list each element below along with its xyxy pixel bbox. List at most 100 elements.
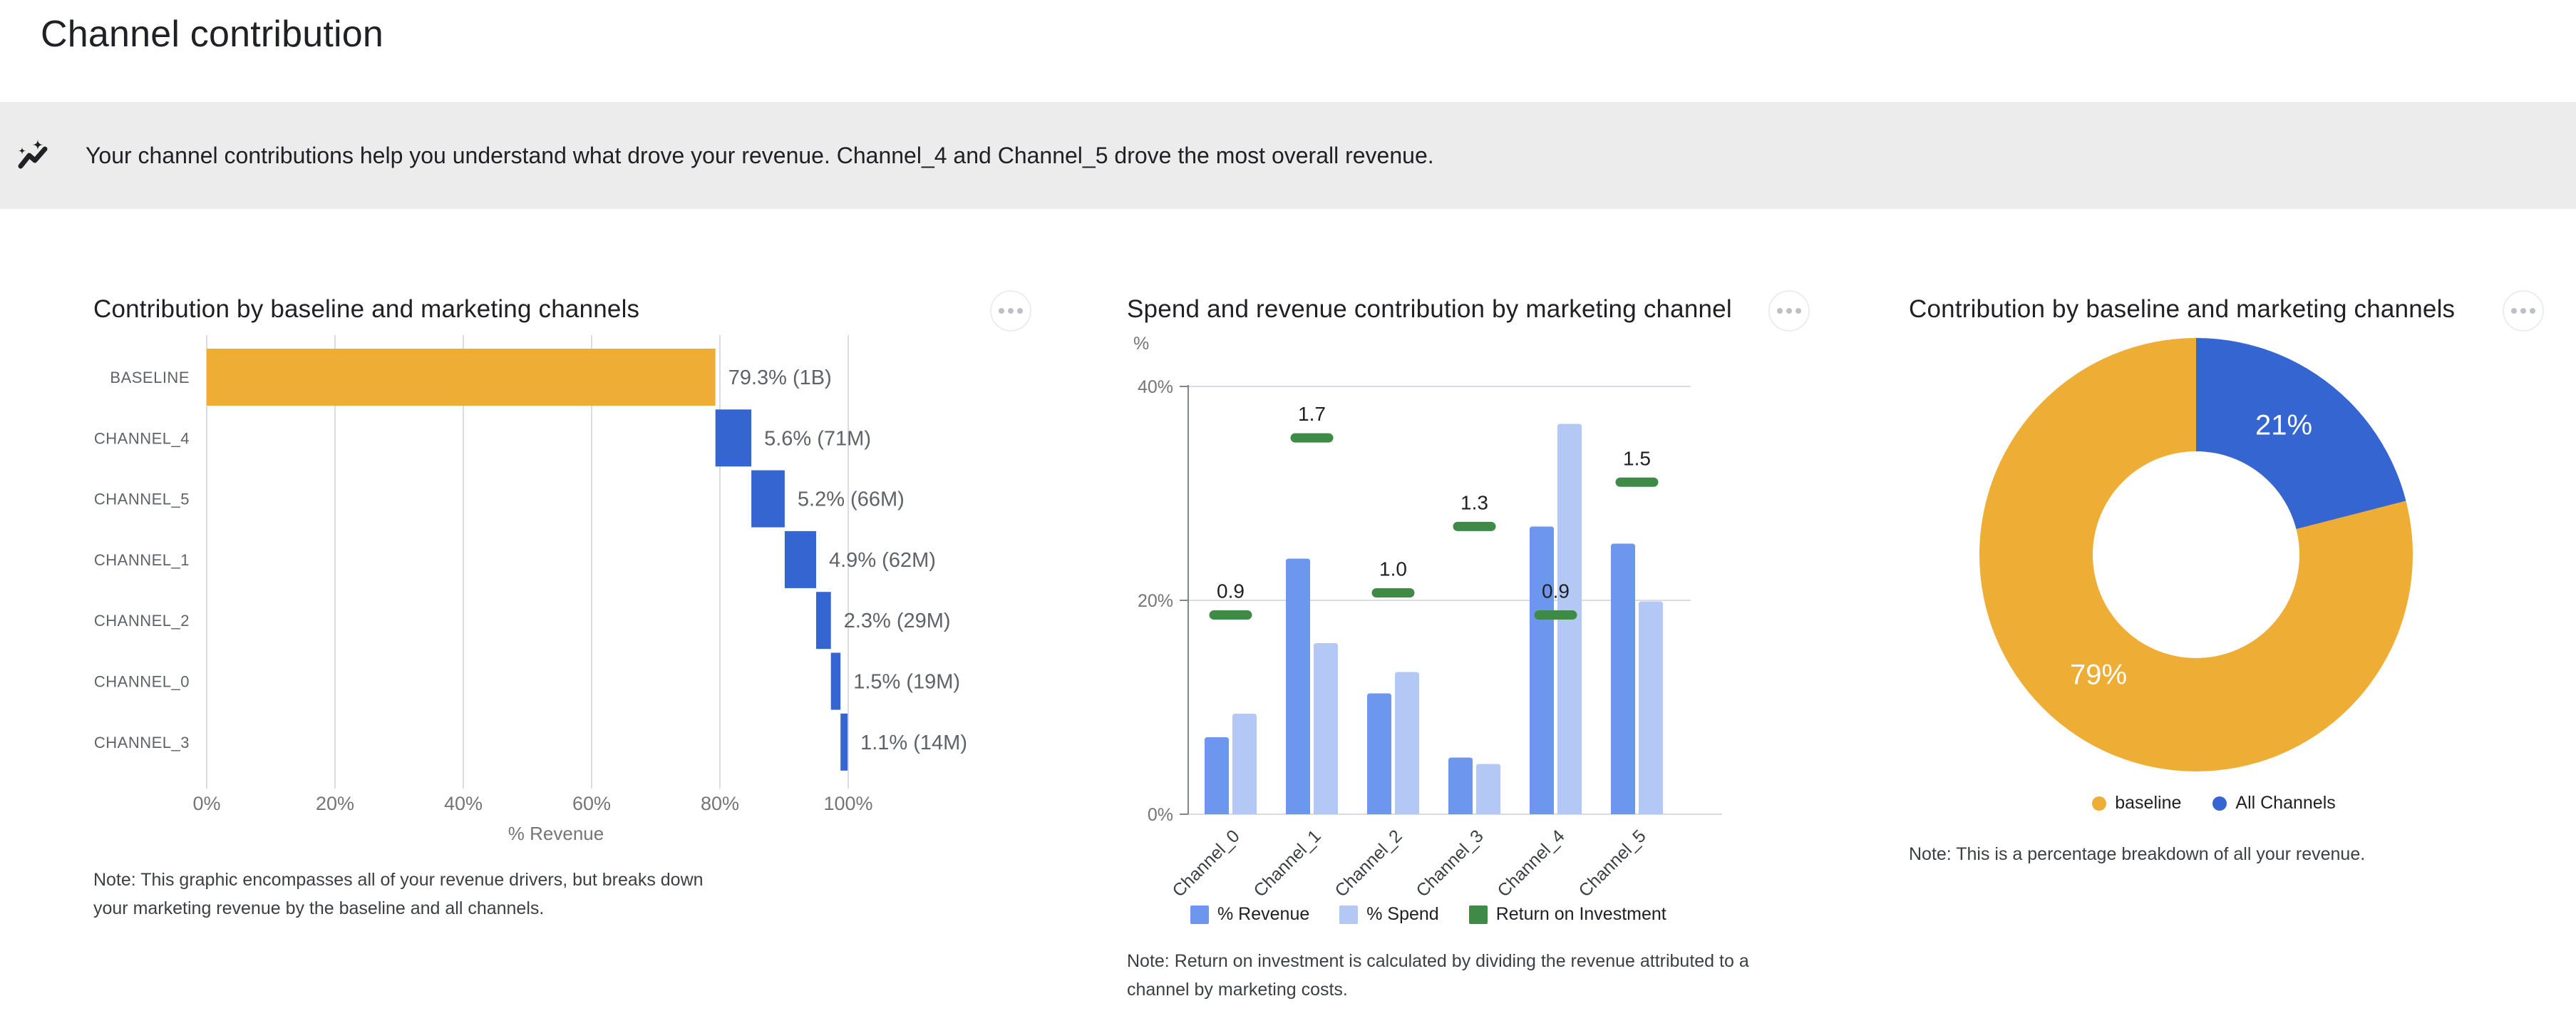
revenue-bar <box>1611 543 1635 814</box>
value-label: 4.9% (62M) <box>829 549 936 572</box>
legend-item-revenue: % Revenue <box>1190 904 1309 925</box>
x-tick-label: 0% <box>192 793 220 814</box>
spend-swatch-icon <box>1339 905 1359 924</box>
roi-value-label: 1.0 <box>1379 558 1407 580</box>
x-tick-label: Channel_1 <box>1250 826 1324 898</box>
legend-label: All Channels <box>2235 793 2336 813</box>
roi-value-label: 0.9 <box>1217 580 1245 602</box>
roi-marker <box>1209 610 1252 620</box>
x-tick-label: Channel_2 <box>1331 826 1406 898</box>
donut-legend: baseline All Channels <box>1909 793 2519 814</box>
y-axis-title: % <box>1133 334 1149 354</box>
roi-value-label: 1.3 <box>1460 491 1488 513</box>
x-tick-label: Channel_5 <box>1575 826 1649 898</box>
x-tick-label: 80% <box>701 793 739 814</box>
roi-marker <box>1371 588 1415 597</box>
value-label: 1.5% (19M) <box>853 671 960 694</box>
y-tick-label: 20% <box>1138 591 1173 611</box>
legend-label: % Revenue <box>1217 904 1310 924</box>
value-label: 5.6% (71M) <box>764 427 871 450</box>
spend-bar <box>1314 643 1338 814</box>
revenue-bar <box>1205 737 1229 814</box>
waterfall-bar <box>816 592 831 650</box>
legend-label: baseline <box>2115 793 2182 813</box>
roi-marker <box>1290 433 1334 443</box>
donut-more-options-button[interactable] <box>2503 290 2544 332</box>
x-tick-label: 100% <box>823 793 872 814</box>
x-tick-label: 20% <box>316 793 354 814</box>
category-label: CHANNEL_5 <box>94 491 190 508</box>
donut-slice-label-all-channels: 21% <box>2255 409 2313 441</box>
revenue-bar <box>1367 693 1391 814</box>
more-options-icon <box>999 308 1004 314</box>
value-label: 79.3% (1B) <box>728 366 832 389</box>
spend-revenue-chart-title: Spend and revenue contribution by market… <box>1127 295 1732 323</box>
spend-bar <box>1395 672 1419 814</box>
revenue-bar <box>1286 558 1310 814</box>
category-label: CHANNEL_2 <box>94 612 190 630</box>
page-title: Channel contribution <box>41 14 383 55</box>
legend-item-all-channels: All Channels <box>2212 793 2336 814</box>
value-label: 1.1% (14M) <box>860 732 967 754</box>
more-options-icon <box>2511 308 2517 314</box>
revenue-bar <box>1530 526 1554 814</box>
waterfall-chart: 0% 20% 40% 60% 80% 100% BASELINE 79.3% (1B) CHAN… <box>94 335 967 844</box>
x-tick-label: Channel_4 <box>1493 826 1568 898</box>
all-channels-swatch-icon <box>2212 796 2227 811</box>
roi-marker <box>1534 610 1577 620</box>
category-label: CHANNEL_1 <box>94 551 190 569</box>
insight-text: Your channel contributions help you unde… <box>86 142 1434 168</box>
y-tick-label: 0% <box>1148 805 1173 825</box>
donut-chart-note: Note: This is a percentage breakdown of … <box>1909 844 2366 864</box>
x-tick-label: 60% <box>572 793 611 814</box>
waterfall-bar <box>715 409 752 467</box>
x-tick-label: Channel_0 <box>1168 826 1243 898</box>
category-label: CHANNEL_3 <box>94 734 190 751</box>
value-label: 5.2% (66M) <box>798 488 905 511</box>
x-axis-title: % Revenue <box>508 823 604 844</box>
donut-slice-label-baseline: 79% <box>2069 659 2128 691</box>
waterfall-bar <box>840 713 848 771</box>
waterfall-bar <box>830 652 841 710</box>
waterfall-bar <box>784 530 816 588</box>
category-label: CHANNEL_0 <box>94 673 190 691</box>
waterfall-chart-note: Note: This graphic encompasses all of yo… <box>93 870 704 918</box>
donut-chart-title: Contribution by baseline and marketing c… <box>1909 295 2456 323</box>
revenue-bar <box>1448 757 1473 814</box>
spend-revenue-chart-note: Note: Return on investment is calculated… <box>1127 951 1749 1000</box>
x-tick-label: 40% <box>444 793 483 814</box>
legend-item-baseline: baseline <box>2092 793 2181 814</box>
auto-graph-icon <box>16 138 50 173</box>
roi-swatch-icon <box>1468 905 1488 924</box>
roi-value-label: 0.9 <box>1542 580 1570 602</box>
waterfall-chart-title: Contribution by baseline and marketing c… <box>93 295 640 323</box>
waterfall-bar <box>751 470 785 528</box>
waterfall-bar <box>207 349 716 406</box>
waterfall-more-options-button[interactable] <box>990 290 1031 332</box>
roi-marker <box>1615 477 1659 487</box>
spend-bar <box>1476 764 1500 814</box>
legend-label: Return on Investment <box>1495 904 1666 924</box>
y-tick-label: 40% <box>1138 377 1173 397</box>
value-label: 2.3% (29M) <box>844 610 951 632</box>
insight-banner: Your channel contributions help you unde… <box>0 102 2576 209</box>
spend-bar <box>1232 714 1257 814</box>
category-label: CHANNEL_4 <box>94 429 190 447</box>
spend-revenue-more-options-button[interactable] <box>1768 290 1810 332</box>
spend-revenue-chart: 0%20%40%%Channel_0 Channel_1 Channel_2 Chan… <box>1133 334 1722 898</box>
spend-revenue-legend: % Revenue % Spend Return on Investment <box>1190 904 1666 925</box>
x-tick-label: Channel_3 <box>1412 826 1487 898</box>
roi-marker <box>1453 521 1496 531</box>
roi-value-label: 1.5 <box>1623 447 1651 469</box>
donut-hole <box>2093 451 2299 658</box>
legend-item-spend: % Spend <box>1339 904 1439 925</box>
legend-item-roi: Return on Investment <box>1468 904 1666 925</box>
donut-chart: 21% 79% <box>1979 338 2413 771</box>
category-label: BASELINE <box>110 369 190 386</box>
spend-bar <box>1639 601 1663 814</box>
roi-value-label: 1.7 <box>1298 403 1326 425</box>
revenue-swatch-icon <box>1190 905 1209 924</box>
more-options-icon <box>1777 308 1783 314</box>
legend-label: % Spend <box>1366 904 1439 924</box>
baseline-swatch-icon <box>2092 796 2107 811</box>
